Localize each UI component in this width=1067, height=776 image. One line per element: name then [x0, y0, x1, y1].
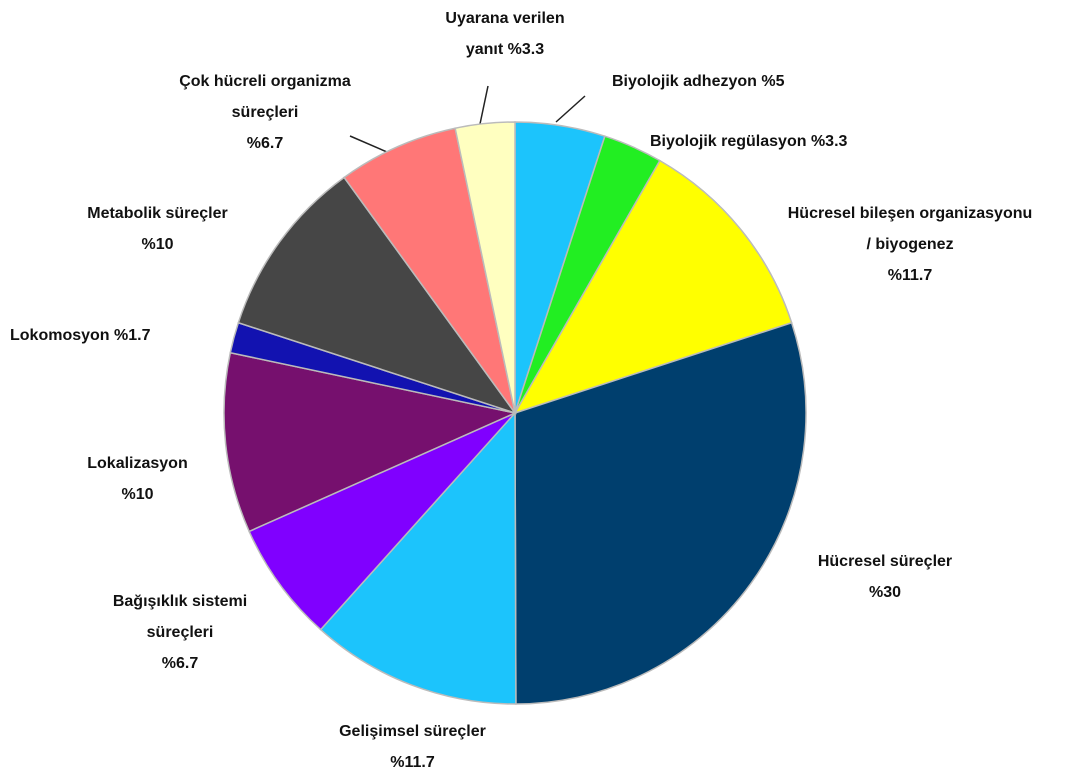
- category-label: Metabolik süreçler: [87, 205, 228, 222]
- value-label: %5: [761, 73, 785, 90]
- pie-slice: [248, 412, 516, 631]
- value-label: %11.7: [390, 754, 435, 771]
- value-label: %3.3: [810, 133, 848, 150]
- pie-slice: [319, 411, 517, 705]
- pie-slice: [223, 351, 518, 533]
- category-label: Lokomosyon: [10, 327, 110, 344]
- leader-line: [555, 95, 586, 123]
- pie-slice: [513, 159, 793, 415]
- slice-label: Biyolojik adhezyon %5: [612, 66, 785, 97]
- slice-label: Biyolojik regülasyon %3.3: [650, 126, 847, 157]
- category-label: Hücresel süreçler: [817, 553, 953, 570]
- value-label: %1.7: [114, 327, 151, 344]
- slice-label: Hücresel süreçler %30: [800, 546, 970, 608]
- slice-label: Metabolik süreçler %10: [50, 198, 265, 260]
- value-label: %30: [868, 584, 902, 601]
- value-label: %10: [141, 236, 174, 253]
- slice-label: Uyarana verilen yanıt %3.3: [425, 3, 585, 65]
- category-label: Uyarana verilen yanıt: [445, 10, 565, 58]
- category-label: Çok hücreli organizma süreçleri: [179, 73, 351, 121]
- slice-label: Lokalizasyon %10: [60, 448, 215, 510]
- category-label: Gelişimsel süreçler: [339, 723, 486, 740]
- value-label: %11.7: [887, 267, 933, 284]
- category-label: Lokalizasyon: [87, 455, 188, 472]
- pie-slice: [343, 127, 516, 414]
- pie-slice: [454, 121, 516, 414]
- slice-label: Gelişimsel süreçler %11.7: [310, 716, 515, 776]
- category-label: Bağışıklık sistemi süreçleri: [112, 593, 248, 641]
- category-label: Hücresel bileşen organizasyonu / biyogen…: [787, 205, 1033, 253]
- slice-label: Hücresel bileşen organizasyonu / biyogen…: [785, 198, 1035, 291]
- value-label: %10: [121, 486, 154, 503]
- slice-label: Lokomosyon %1.7: [10, 320, 150, 351]
- leader-line: [479, 85, 489, 125]
- pie-slice: [514, 321, 807, 705]
- slice-label: Bağışıklık sistemi süreçleri %6.7: [95, 586, 265, 679]
- value-label: %6.7: [161, 655, 199, 672]
- value-label: %3.3: [507, 41, 545, 58]
- value-label: %6.7: [246, 135, 284, 152]
- slice-label: Çok hücreli organizma süreçleri %6.7: [155, 66, 375, 159]
- category-label: Biyolojik adhezyon: [612, 73, 757, 90]
- pie-slice: [237, 176, 517, 415]
- category-label: Biyolojik regülasyon: [650, 133, 807, 150]
